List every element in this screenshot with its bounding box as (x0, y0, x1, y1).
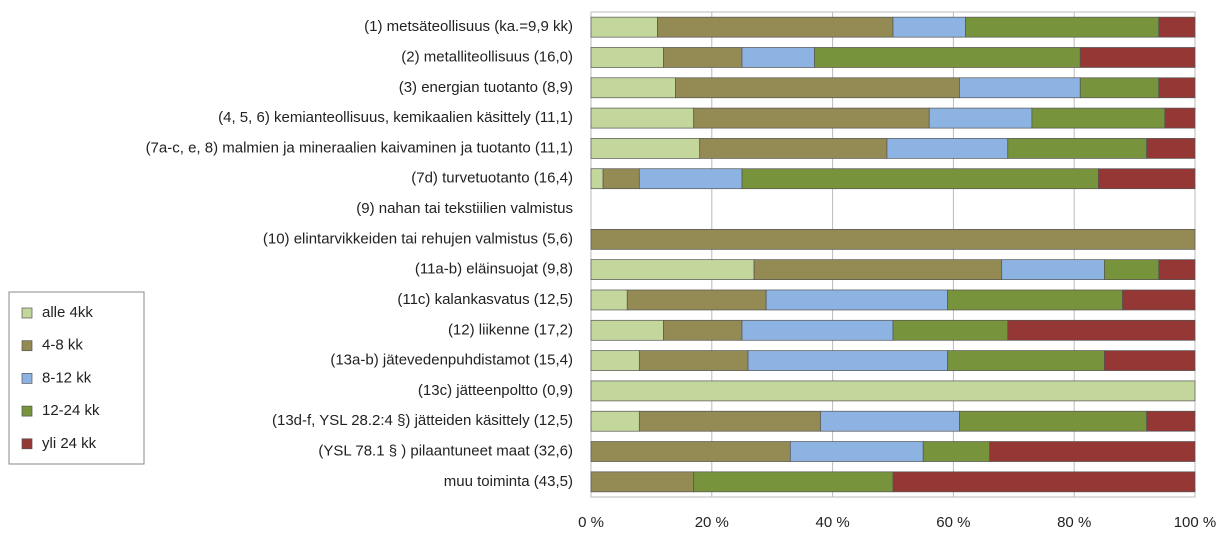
bar-segment (814, 47, 1081, 68)
bar-segment (789, 441, 924, 462)
y-tick-label: (13d-f, YSL 28.2:4 §) jätteiden käsittel… (272, 412, 573, 429)
bar-segment (590, 107, 695, 129)
x-tick-label: 60 % (936, 514, 970, 531)
bar-segment (989, 441, 1196, 462)
bar-segment (1164, 107, 1196, 129)
legend-label: yli 24 kk (42, 435, 97, 452)
y-tick-label: (2) metalliteollisuus (16,0) (401, 48, 573, 65)
bar-segment (741, 168, 1099, 190)
bar-segment (590, 16, 658, 38)
bar-segment (590, 471, 695, 493)
bar-segment (753, 259, 1003, 281)
bar-segment (922, 441, 990, 462)
bar-segment (590, 319, 664, 341)
x-tick-label: 0 % (578, 514, 604, 531)
bar-segment (1007, 319, 1196, 341)
bar-segment (892, 471, 1196, 493)
x-tick-label: 40 % (815, 514, 849, 531)
bar-segment (590, 350, 640, 371)
bar-segment (693, 471, 894, 493)
bar-segment (1122, 289, 1196, 311)
bar-segment (590, 168, 604, 190)
legend-label: 8-12 kk (42, 369, 92, 386)
bar-segment (820, 410, 960, 432)
legend-swatch (21, 438, 33, 450)
bar-segment (1158, 16, 1196, 38)
bar-segment (959, 410, 1148, 432)
bar-segment (590, 289, 628, 311)
bar-segment (1104, 350, 1196, 371)
bar-segment (741, 319, 894, 341)
legend-swatch (21, 373, 33, 384)
bar-segment (675, 77, 960, 99)
bar-segment (590, 410, 640, 432)
legend-swatch (21, 405, 33, 417)
bar-segment (663, 319, 743, 341)
bar-segment (638, 350, 749, 371)
y-tick-label: (1) metsäteollisuus (ka.=9,9 kk) (364, 18, 573, 35)
bar-segment (965, 16, 1160, 38)
bar-segment (638, 168, 743, 190)
bar-segment (959, 77, 1081, 99)
y-tick-label: (13a-b) jätevedenpuhdistamot (15,4) (330, 352, 573, 369)
bar-segment (1104, 259, 1160, 281)
legend-label: 12-24 kk (42, 402, 100, 419)
y-tick-label: (9) nahan tai tekstiilien valmistus (356, 200, 573, 217)
bar-segment (638, 410, 821, 432)
bar-segment (590, 77, 676, 99)
bar-segment (590, 380, 1196, 402)
bar-segment (590, 47, 664, 68)
bar-segment (1079, 47, 1196, 68)
x-tick-label: 80 % (1057, 514, 1091, 531)
bar-segment (1158, 259, 1196, 281)
y-tick-label: (13c) jätteenpoltto (0,9) (418, 382, 573, 399)
bar-segment (1001, 259, 1105, 281)
bar-segment (928, 107, 1033, 129)
y-tick-label: (7a-c, e, 8) malmien ja mineraalien kaiv… (146, 139, 573, 156)
y-tick-label: (3) energian tuotanto (8,9) (399, 79, 573, 96)
x-tick-label: 100 % (1174, 514, 1217, 531)
y-tick-label: (10) elintarvikkeiden tai rehujen valmis… (263, 230, 573, 247)
y-tick-label: muu toiminta (43,5) (444, 473, 573, 490)
bar-segment (663, 47, 743, 68)
bar-segment (947, 289, 1123, 311)
bar-segment (1158, 77, 1196, 99)
bar-segment (693, 107, 930, 129)
bar-segment (590, 441, 791, 462)
bar-segment (626, 289, 767, 311)
legend-swatch (21, 307, 33, 319)
bar-segment (747, 350, 948, 371)
bar-segment (1146, 410, 1196, 432)
legend-swatch (21, 340, 33, 352)
x-tick-label: 20 % (695, 514, 729, 531)
bar-segment (892, 16, 966, 38)
y-tick-label: (YSL 78.1 § ) pilaantuneet maat (32,6) (318, 443, 573, 460)
bar-segment (892, 319, 1009, 341)
y-tick-label: (7d) turvetuotanto (16,4) (411, 170, 573, 187)
bar-segment (1079, 77, 1160, 99)
bar-segment (947, 350, 1105, 371)
y-tick-label: (12) liikenne (17,2) (448, 321, 573, 338)
bar-segment (1031, 107, 1166, 129)
bar-segment (1098, 168, 1196, 190)
bar-segment (590, 228, 1196, 250)
bar-segment (765, 289, 948, 311)
bar-segment (1146, 138, 1196, 159)
legend-label: alle 4kk (42, 304, 93, 321)
bar-segment (590, 259, 755, 281)
bar-segment (602, 168, 640, 190)
y-tick-label: (4, 5, 6) kemianteollisuus, kemikaalien … (218, 109, 573, 126)
y-tick-label: (11a-b) eläinsuojat (9,8) (415, 261, 573, 278)
bar-segment (590, 138, 701, 159)
bar-segment (699, 138, 888, 159)
bar-segment (1007, 138, 1148, 159)
bar-segment (657, 16, 894, 38)
bar-segment (886, 138, 1009, 159)
legend-label: 4-8 kk (42, 337, 83, 354)
bar-segment (741, 47, 815, 68)
y-tick-label: (11c) kalankasvatus (12,5) (397, 291, 573, 308)
